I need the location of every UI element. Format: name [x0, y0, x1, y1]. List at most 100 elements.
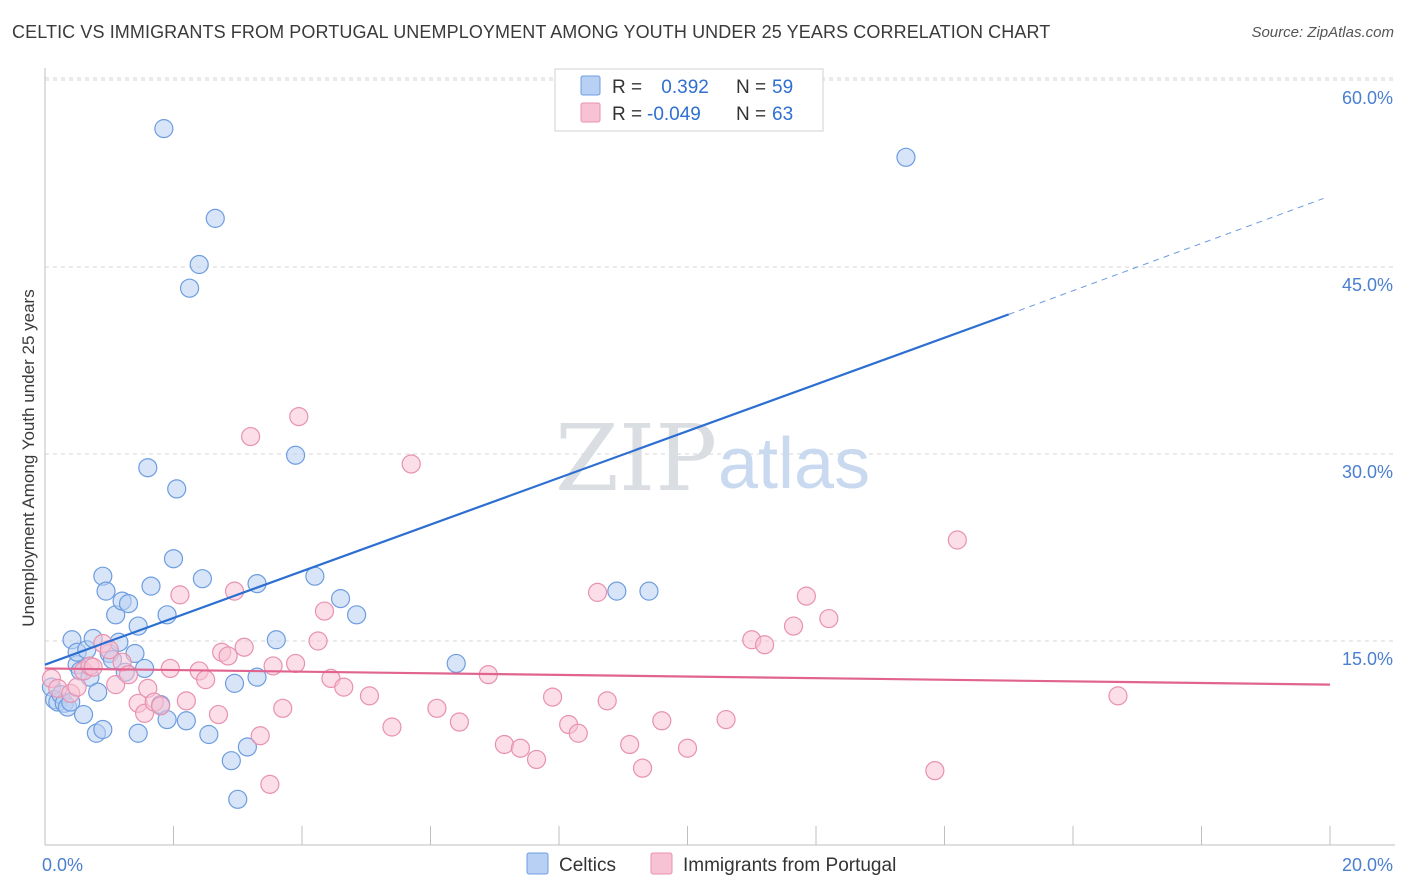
y-tick-label-1: 30.0%	[1342, 462, 1393, 482]
celtics-trend-line	[44, 313, 1010, 666]
bottom-legend-label-celtics: Celtics	[559, 855, 616, 876]
celtics-point-19	[96, 581, 116, 601]
legend-n-label-pink: N =	[736, 104, 766, 125]
portugal-point-49	[568, 723, 588, 743]
celtics-point-40	[179, 278, 200, 298]
watermark: ZIP atlas	[555, 405, 870, 512]
celtics-point-26	[118, 593, 139, 614]
y-axis-title: Unemployment Among Youth under 25 years	[19, 289, 38, 626]
celtics-point-11	[73, 704, 94, 725]
portugal-point-27	[241, 426, 261, 447]
celtics-point-37	[163, 549, 184, 569]
portugal-point-54	[652, 711, 672, 731]
celtics-point-50	[247, 667, 267, 687]
celtics-point-52	[285, 445, 306, 465]
celtics-point-39	[176, 711, 196, 731]
portugal-point-55	[677, 738, 698, 758]
y-tick-labels: 15.0% 30.0% 45.0% 60.0%	[1342, 88, 1393, 669]
celtics-point-55	[347, 605, 367, 625]
legend-r-label-pink: R =	[612, 104, 642, 125]
portugal-point-59	[783, 616, 804, 636]
portugal-point-24	[218, 646, 238, 666]
legend: R = 0.392 N = 59 R = -0.049 N = 63	[554, 68, 824, 132]
portugal-point-38	[359, 686, 380, 706]
celtics-point-43	[199, 724, 219, 745]
y-tick-label-0: 15.0%	[1342, 649, 1393, 669]
celtics-point-59	[896, 147, 916, 167]
celtics-trend-line-extension	[1008, 197, 1324, 315]
portugal-point-3	[67, 677, 87, 697]
legend-r-value-pink: -0.049	[647, 104, 701, 125]
legend-n-value-blue: 59	[772, 77, 793, 98]
portugal-point-29	[260, 774, 280, 794]
x-tick-label-0: 0.0%	[42, 855, 83, 875]
celtics-point-51	[266, 630, 286, 650]
celtics-point-56	[446, 653, 466, 674]
portugal-point-61	[819, 608, 839, 629]
celtics-point-28	[128, 616, 148, 636]
portugal-point-46	[526, 749, 547, 770]
portugal-point-33	[289, 407, 309, 427]
celtics-point-47	[228, 789, 248, 809]
portugal-point-28	[250, 726, 270, 746]
portugal-point-32	[285, 653, 306, 674]
portugal-point-9	[106, 675, 126, 695]
portugal-point-22	[208, 704, 229, 725]
y-tick-label-3: 60.0%	[1342, 88, 1393, 108]
celtics-point-44	[205, 208, 225, 228]
portugal-point-53	[632, 758, 653, 778]
celtics-point-45	[221, 751, 241, 771]
watermark-zip: ZIP	[555, 405, 717, 512]
portugal-trend-line	[44, 667, 1331, 686]
celtics-point-31	[138, 458, 158, 478]
legend-r-value-blue: 0.392	[656, 77, 709, 98]
celtics-point-17	[93, 719, 113, 740]
legend-swatch-blue	[580, 75, 601, 96]
bottom-legend-swatch-celtics	[526, 852, 549, 875]
portugal-point-64	[1108, 686, 1128, 706]
watermark-atlas: atlas	[718, 424, 870, 504]
portugal-point-51	[597, 691, 617, 711]
portugal-point-26	[234, 637, 254, 657]
portugal-point-47	[542, 687, 563, 707]
celtics-point-58	[639, 581, 659, 601]
portugal-point-60	[796, 586, 816, 606]
celtics-point-30	[134, 658, 155, 679]
x-tick-labels: 0.0% 20.0%	[42, 855, 1393, 875]
bottom-legend: Celtics Immigrants from Portugal	[526, 852, 896, 876]
grid-lines	[45, 77, 1395, 642]
portugal-point-50	[587, 582, 608, 602]
portugal-point-25	[224, 581, 245, 601]
trend-lines	[44, 197, 1331, 686]
portugal-point-37	[334, 677, 354, 697]
legend-swatch-pink	[580, 102, 601, 123]
portugal-point-56	[716, 709, 736, 730]
source-label: Source: ZipAtlas.com	[1251, 24, 1394, 41]
bottom-legend-swatch-portugal	[650, 852, 673, 875]
portugal-point-35	[314, 601, 335, 621]
legend-n-value-pink: 63	[772, 104, 793, 125]
portugal-point-17	[160, 658, 180, 679]
portugal-point-52	[620, 734, 640, 755]
bottom-legend-label-portugal: Immigrants from Portugal	[683, 855, 896, 876]
portugal-point-41	[427, 698, 447, 718]
celtics-point-41	[189, 254, 209, 275]
x-tick-label-1: 20.0%	[1342, 855, 1393, 875]
celtics-point-32	[141, 576, 161, 596]
portugal-point-45	[510, 738, 531, 758]
celtics-point-48	[237, 737, 257, 757]
celtics-point-54	[330, 589, 351, 609]
portugal-point-34	[308, 631, 328, 651]
axes	[44, 68, 1395, 846]
portugal-point-39	[382, 717, 402, 737]
portugal-point-6	[83, 657, 103, 677]
portugal-point-21	[196, 670, 216, 690]
legend-n-label-blue: N =	[736, 77, 766, 98]
portugal-point-31	[273, 698, 293, 718]
y-tick-label-2: 45.0%	[1342, 275, 1393, 295]
celtics-point-29	[128, 723, 148, 743]
portugal-point-62	[925, 761, 945, 781]
portugal-point-63	[947, 530, 967, 550]
portugal-point-19	[176, 691, 196, 711]
